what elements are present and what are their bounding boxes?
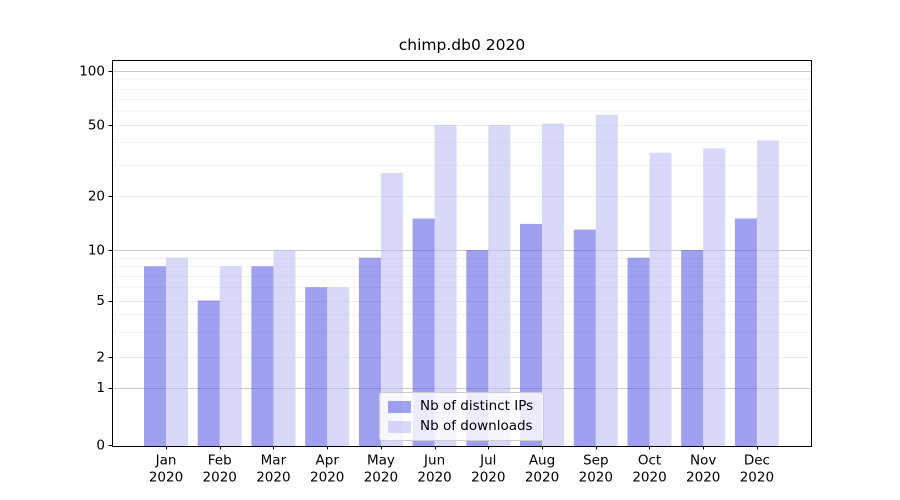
x-tick-label-year: 2020	[417, 470, 451, 486]
x-tick-label-year: 2020	[256, 470, 290, 486]
bar-oct-downloads	[649, 152, 672, 446]
bar-jun-distinct-ips	[412, 218, 435, 446]
y-tick-label: 5	[96, 293, 105, 309]
bars-downloads	[166, 114, 779, 447]
y-tick-label: 10	[88, 243, 105, 259]
x-tick-label-year: 2020	[579, 470, 613, 486]
x-tick-label-month: May	[367, 453, 395, 469]
legend-item-downloads: Nb of downloads	[388, 419, 533, 434]
bar-sep-downloads	[595, 114, 618, 447]
bar-apr-downloads	[327, 287, 350, 446]
bar-apr-distinct-ips	[305, 287, 328, 446]
y-tick-label: 0	[96, 438, 105, 454]
x-tick-label-year: 2020	[364, 470, 398, 486]
y-tick-label: 100	[79, 64, 105, 80]
bar-jul-downloads	[488, 125, 511, 446]
x-tick-label-year: 2020	[471, 470, 505, 486]
x-axis-ticks: Jan2020Feb2020Mar2020Apr2020May2020Jun20…	[149, 446, 774, 486]
x-tick-label-month: Apr	[316, 453, 340, 469]
bar-may-downloads	[380, 172, 403, 446]
x-tick-label-year: 2020	[149, 470, 183, 486]
bar-mar-downloads	[273, 250, 296, 446]
legend-label-distinct-ips: Nb of distinct IPs	[420, 398, 534, 414]
x-tick-label-year: 2020	[632, 470, 666, 486]
x-tick-label-year: 2020	[525, 470, 559, 486]
bar-aug-distinct-ips	[520, 223, 542, 446]
legend-item-distinct-ips: Nb of distinct IPs	[388, 399, 533, 414]
y-tick-label: 1	[96, 380, 105, 396]
bar-nov-distinct-ips	[681, 250, 704, 446]
x-tick-label-month: Aug	[529, 453, 555, 469]
bar-jan-downloads	[166, 257, 188, 446]
x-tick-label-month: Nov	[690, 453, 716, 469]
x-tick-label-year: 2020	[310, 470, 344, 486]
bar-mar-distinct-ips	[251, 266, 274, 446]
bar-feb-distinct-ips	[197, 300, 220, 446]
bar-may-distinct-ips	[358, 257, 381, 446]
bars-distinct-ips	[144, 218, 757, 446]
legend: Nb of distinct IPs Nb of downloads	[379, 392, 545, 441]
y-tick-label: 2	[96, 350, 105, 366]
x-tick-label-month: Jan	[155, 453, 177, 469]
bar-nov-downloads	[703, 148, 726, 446]
legend-swatch-distinct-ips	[388, 400, 411, 413]
bar-jun-downloads	[434, 125, 457, 446]
chart-title: chimp.db0 2020	[398, 36, 526, 54]
x-tick-label-year: 2020	[203, 470, 237, 486]
x-tick-label-year: 2020	[740, 470, 774, 486]
legend-swatch-downloads	[388, 420, 411, 433]
legend-label-downloads: Nb of downloads	[420, 418, 533, 434]
x-tick-label-month: Mar	[261, 453, 287, 469]
x-tick-label-month: Oct	[638, 453, 661, 469]
bar-aug-downloads	[542, 123, 564, 446]
x-tick-label-month: Feb	[208, 453, 232, 469]
x-tick-label-month: Sep	[583, 453, 608, 469]
bar-jan-distinct-ips	[144, 266, 166, 446]
x-tick-label-month: Jun	[423, 453, 445, 469]
bar-oct-distinct-ips	[627, 257, 650, 446]
bar-dec-downloads	[756, 140, 779, 446]
x-tick-label-year: 2020	[686, 470, 720, 486]
bar-dec-distinct-ips	[734, 218, 757, 446]
y-tick-label: 20	[88, 189, 105, 205]
bar-feb-downloads	[219, 266, 242, 446]
bar-sep-distinct-ips	[573, 229, 596, 446]
y-tick-label: 50	[88, 118, 105, 134]
x-tick-label-month: Dec	[744, 453, 770, 469]
axes-frame	[112, 60, 812, 447]
x-tick-label-month: Jul	[479, 453, 496, 469]
